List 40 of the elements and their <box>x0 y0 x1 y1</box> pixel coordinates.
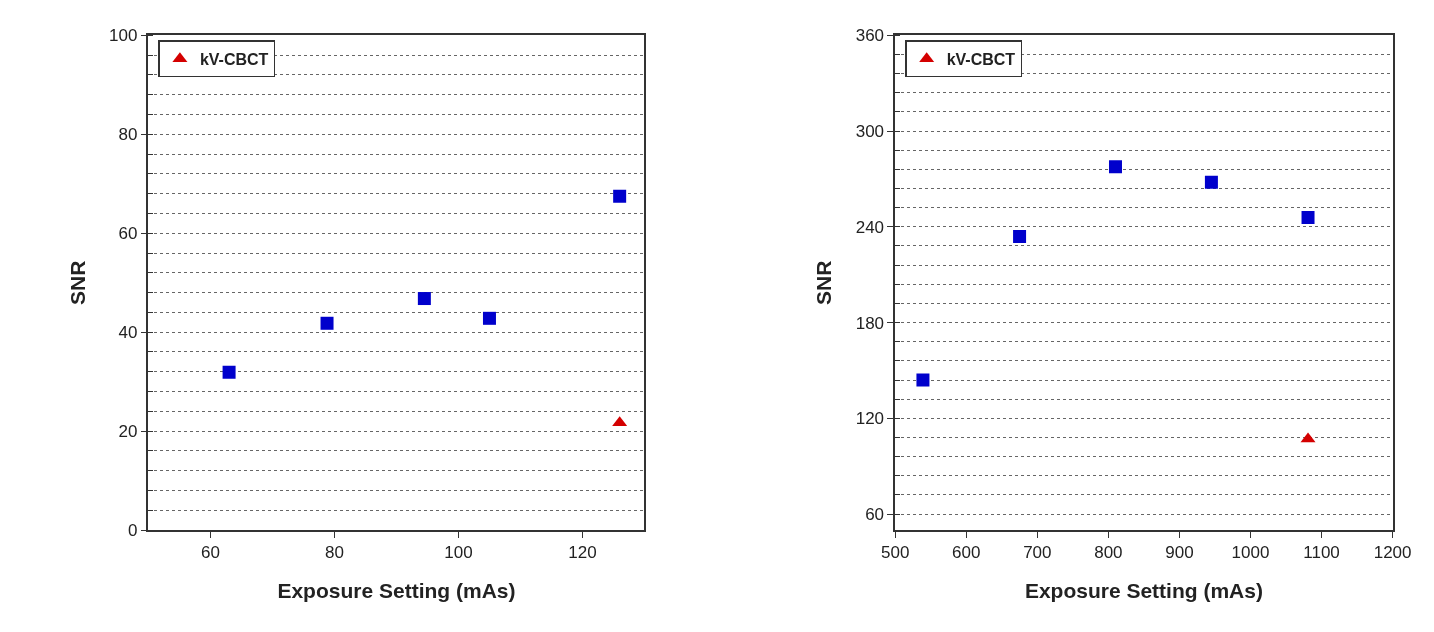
y-tick-label: 120 <box>855 409 885 429</box>
x-tick-label: 600 <box>952 543 981 563</box>
x-tick-label: 800 <box>1094 543 1123 563</box>
y-axis-title: SNR <box>65 260 89 305</box>
x-tick-label: 1000 <box>1231 543 1270 563</box>
y-tick-label: 60 <box>118 224 138 244</box>
x-tick-label: 700 <box>1023 543 1052 563</box>
y-tick-label: 240 <box>855 217 885 237</box>
x-tick-label: 120 <box>568 543 597 563</box>
point <box>482 311 496 325</box>
x-tick-label: 1200 <box>1373 543 1412 563</box>
legend-label: kV-CBCT <box>199 50 269 68</box>
point <box>613 189 627 203</box>
y-tick-label: 20 <box>118 422 138 442</box>
point <box>1301 211 1315 225</box>
y-axis-title: SNR <box>812 260 836 305</box>
x-axis-title: Exposure Setting (mAs) <box>1024 578 1263 602</box>
y-tick-label: 80 <box>118 125 138 145</box>
point <box>1013 229 1027 243</box>
point <box>222 365 236 379</box>
x-tick-label: 1100 <box>1303 543 1340 563</box>
point <box>1204 175 1218 189</box>
point <box>1108 160 1122 174</box>
y-tick-label: 300 <box>855 122 885 142</box>
y-tick-label: 0 <box>127 521 138 540</box>
point <box>916 373 930 387</box>
point <box>417 292 431 306</box>
y-tick-label: 60 <box>865 505 885 525</box>
point <box>320 316 334 330</box>
x-tick-label: 60 <box>201 543 220 563</box>
x-tick-label: 100 <box>444 543 473 563</box>
x-tick-label: 80 <box>325 543 344 563</box>
x-axis-title: Exposure Setting (mAs) <box>277 578 516 602</box>
x-tick-label: 500 <box>881 543 910 563</box>
y-tick-label: 40 <box>118 323 138 343</box>
x-tick-label: 900 <box>1165 543 1194 563</box>
y-tick-label: 100 <box>108 26 138 46</box>
y-tick-label: 360 <box>855 26 885 46</box>
y-tick-label: 180 <box>855 313 885 333</box>
legend-label: kV-CBCT <box>946 50 1016 68</box>
